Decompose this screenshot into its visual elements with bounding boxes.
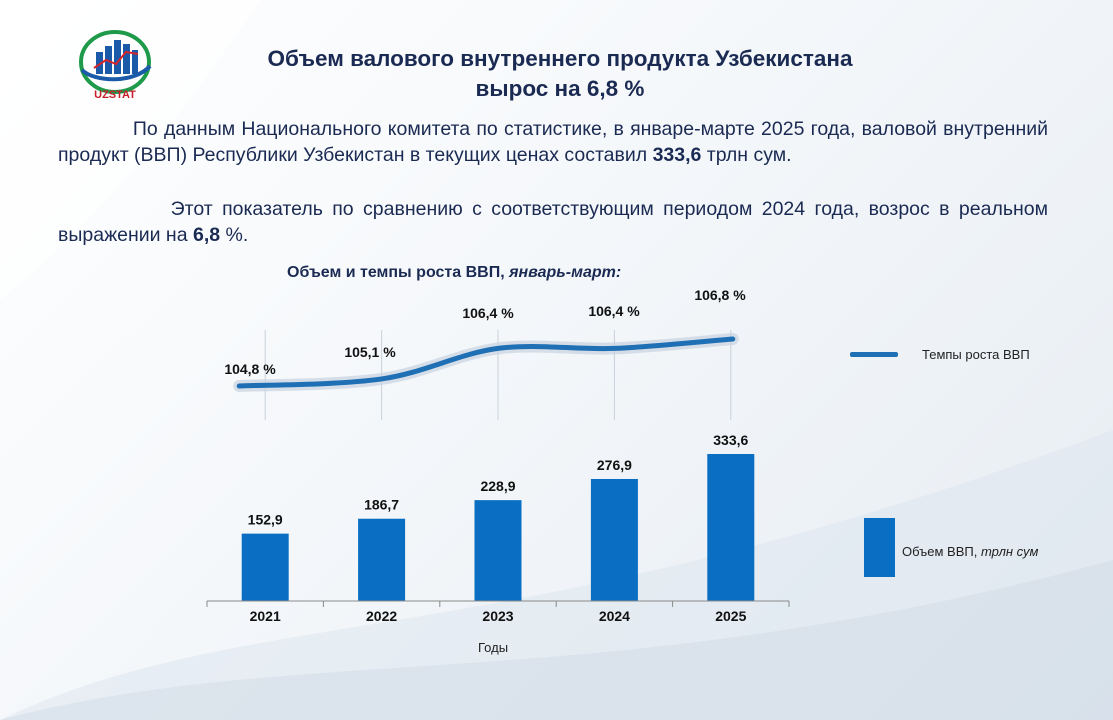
- x-tick-label: 2023: [482, 608, 513, 624]
- line-value-label: 104,8 %: [224, 361, 276, 377]
- paragraph-1: По данным Национального комитета по стат…: [58, 116, 1048, 168]
- bar: [707, 454, 755, 601]
- logo-text: UZSTAT: [94, 89, 136, 101]
- x-tick-label: 2022: [366, 608, 397, 624]
- paragraph-2: Этот показатель по сравнению с соответст…: [58, 196, 1048, 248]
- legend-line-label: Темпы роста ВВП: [922, 347, 1030, 362]
- bar: [474, 500, 522, 601]
- x-tick-label: 2024: [599, 608, 630, 624]
- growth-line: [236, 336, 736, 389]
- paragraph-2-text: Этот показатель по сравнению с соответст…: [58, 198, 1048, 246]
- legend-line-swatch: [850, 352, 898, 357]
- x-axis-title: Годы: [478, 640, 509, 655]
- paragraph-2-value: 6,8: [192, 224, 221, 246]
- bar: [358, 518, 406, 601]
- paragraph-1-text: По данным Национального комитета по стат…: [58, 118, 1048, 166]
- bar: [241, 533, 289, 601]
- legend-bar-swatch: [864, 518, 895, 577]
- bar: [590, 478, 638, 601]
- line-value-label: 106,4 %: [462, 305, 514, 321]
- line-value-label: 106,8 %: [694, 287, 746, 303]
- title-line-2: вырос на 6,8 %: [475, 76, 645, 101]
- paragraph-1-value: 333,6: [652, 144, 702, 166]
- title-line-1: Объем валового внутреннего продукта Узбе…: [267, 46, 853, 71]
- line-value-label: 105,1 %: [344, 344, 396, 360]
- bar-value-label: 333,6: [713, 432, 748, 448]
- paragraph-1-unit: трлн сум.: [701, 144, 792, 166]
- bar-value-label: 186,7: [364, 497, 399, 513]
- bar-value-label: 276,9: [597, 457, 632, 473]
- paragraph-2-unit: %.: [220, 224, 249, 246]
- x-tick-label: 2021: [250, 608, 281, 624]
- x-tick-label: 2025: [715, 608, 746, 624]
- bar-value-label: 228,9: [480, 478, 515, 494]
- chart-title: Объем и темпы роста ВВП, январь-март:: [287, 264, 622, 281]
- uzstat-logo: UZSTAT: [74, 26, 156, 102]
- bar-value-label: 152,9: [248, 512, 283, 528]
- page-title: Объем валового внутреннего продукта Узбе…: [160, 44, 960, 104]
- legend-bar-label: Объем ВВП, трлн сум: [902, 544, 1039, 559]
- line-value-label: 106,4 %: [588, 303, 640, 319]
